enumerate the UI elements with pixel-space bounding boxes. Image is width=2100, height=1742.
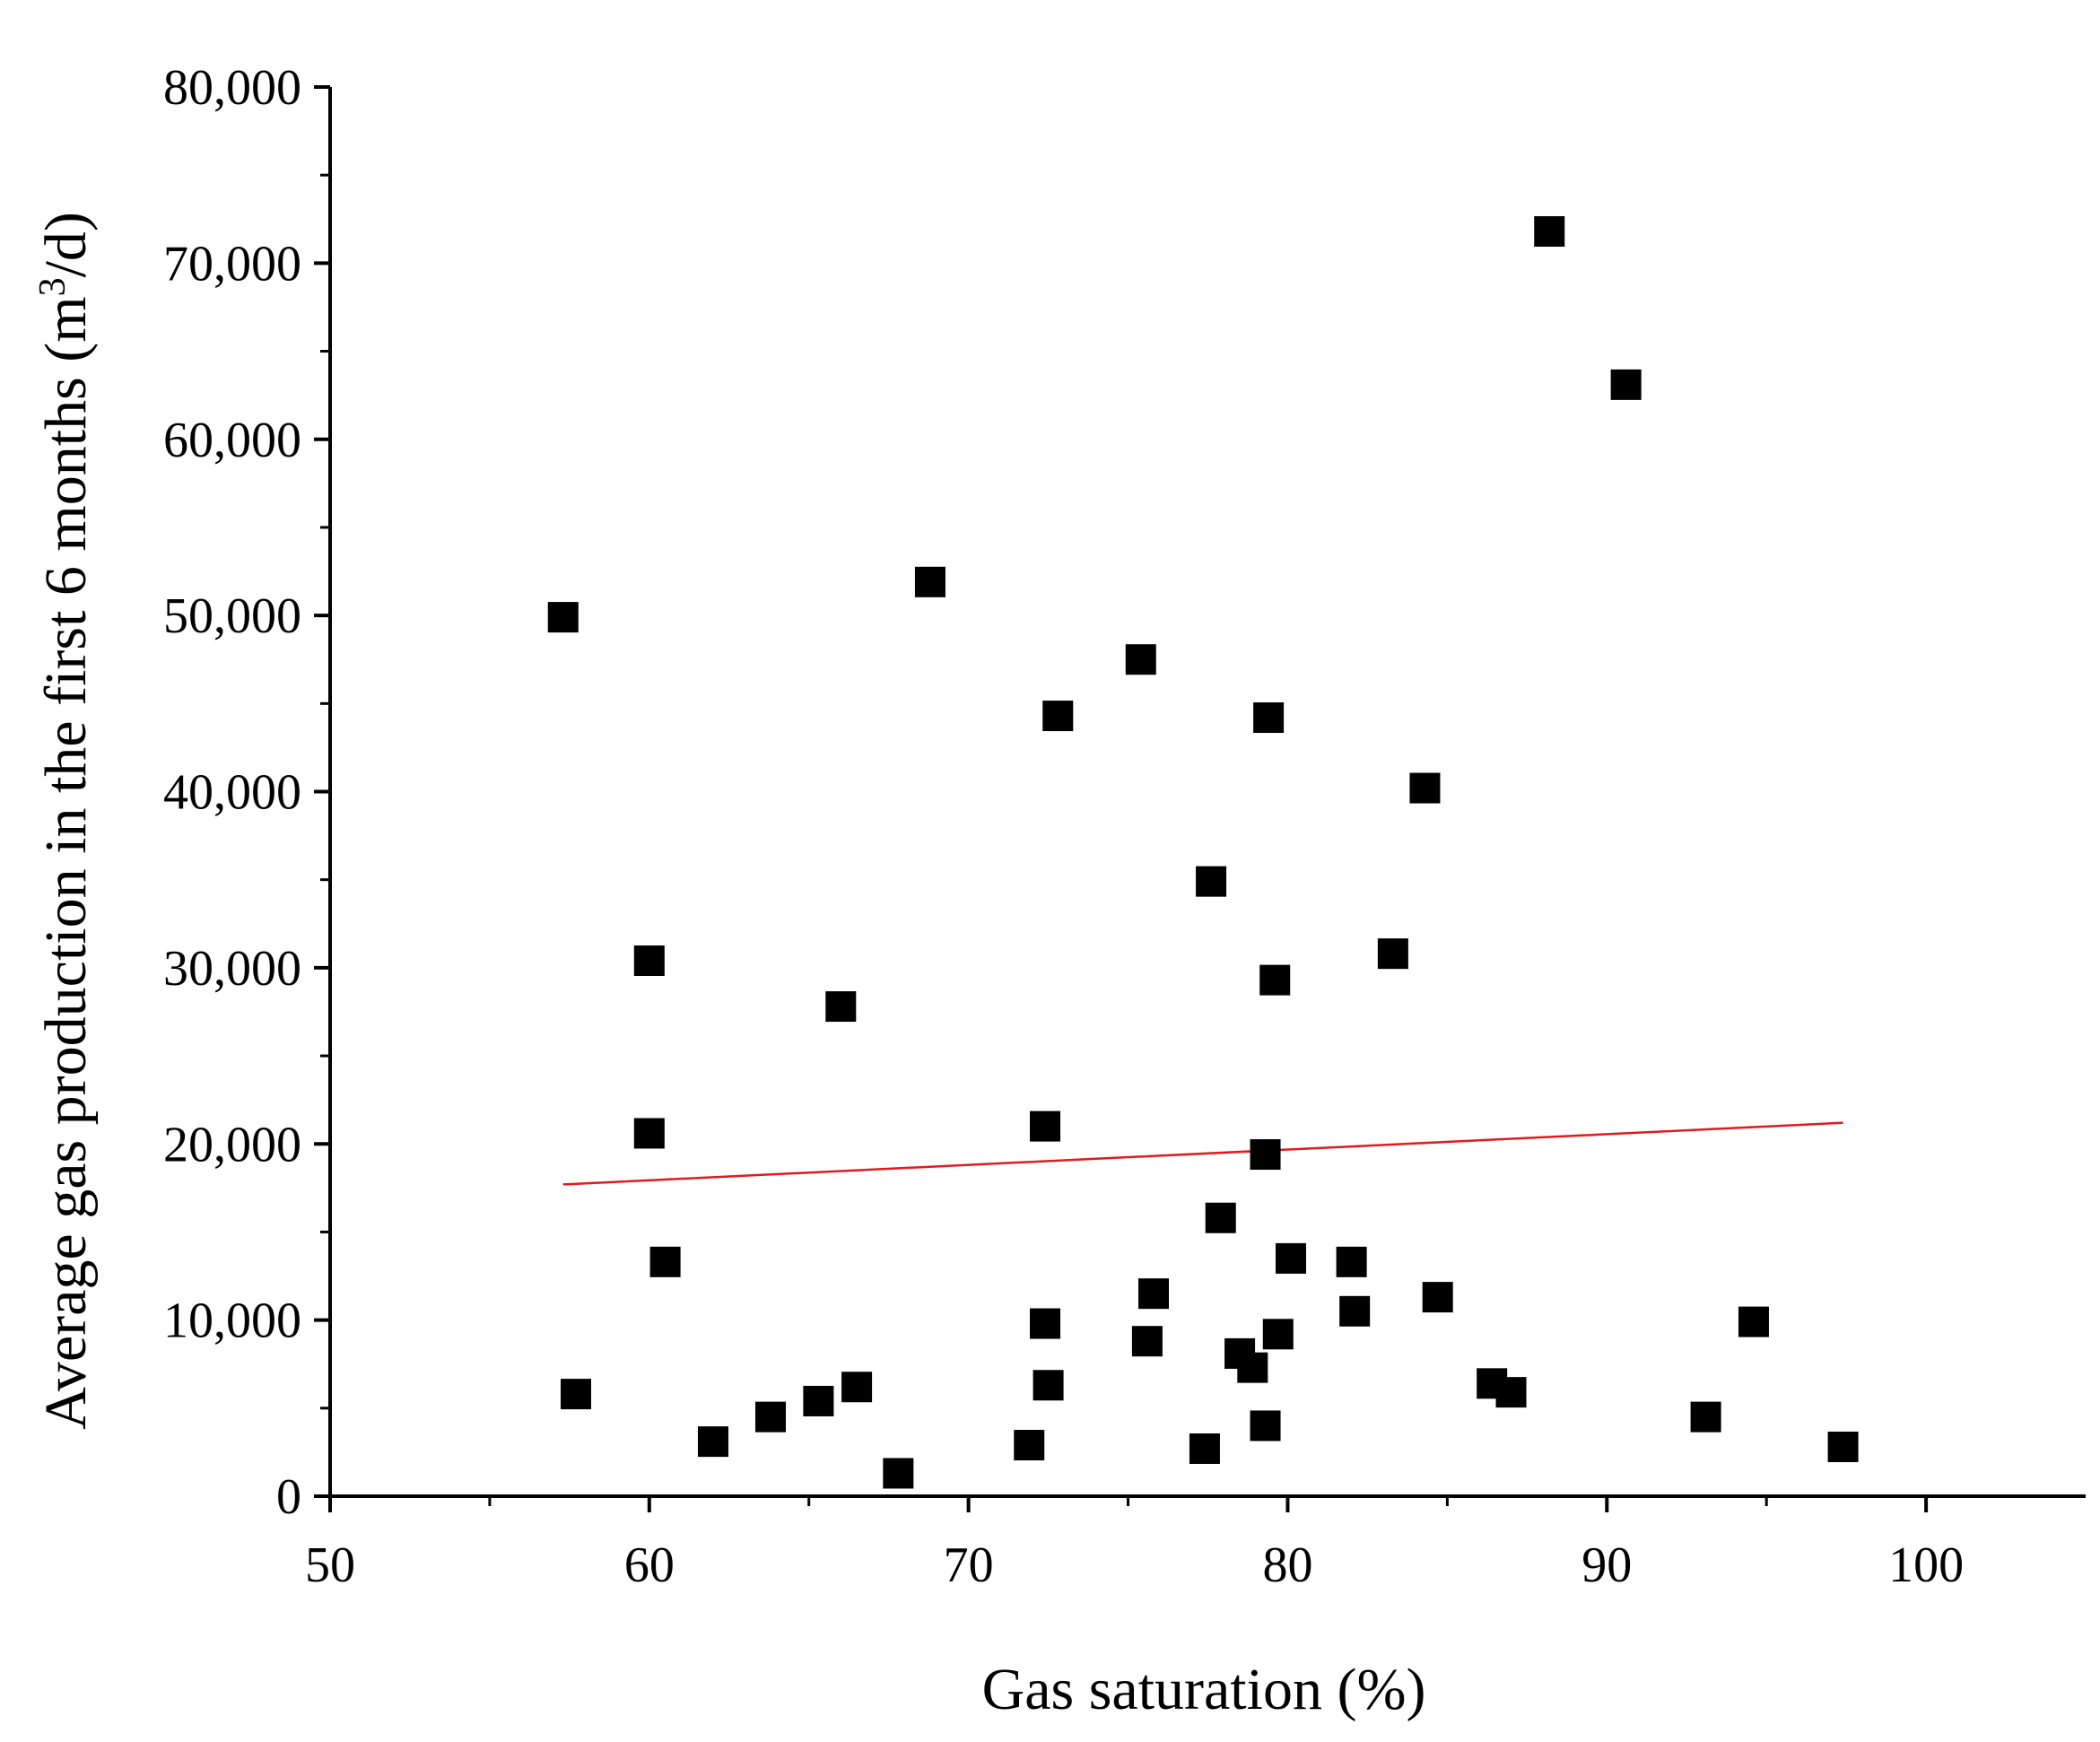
tick-marks: [314, 85, 1929, 1512]
data-point: [1259, 964, 1291, 996]
y-tick-label: 10,000: [163, 1293, 301, 1349]
data-point: [883, 1458, 914, 1489]
y-tick-label: 20,000: [163, 1117, 301, 1172]
data-point: [1014, 1430, 1045, 1461]
data-point: [633, 945, 665, 977]
x-tick-label: 90: [1582, 1537, 1632, 1593]
data-point: [1189, 1433, 1220, 1464]
data-point: [1237, 1352, 1268, 1383]
data-point: [1250, 1410, 1281, 1442]
data-point: [1125, 644, 1156, 675]
data-point: [1253, 702, 1285, 734]
data-point: [1030, 1111, 1061, 1142]
tick-labels: 50 60 70 80 90 100 0 10,000 20,000 30,000 40,000 50…: [163, 60, 1964, 1593]
data-point: [1690, 1401, 1721, 1433]
data-point: [1250, 1139, 1281, 1171]
data-point: [841, 1372, 873, 1403]
x-tick-label: 60: [624, 1537, 675, 1593]
data-point: [1738, 1306, 1769, 1337]
data-point: [1138, 1278, 1170, 1310]
data-point: [1495, 1377, 1527, 1408]
data-point: [560, 1379, 591, 1410]
data-point: [1409, 772, 1441, 804]
data-point: [1339, 1295, 1371, 1327]
y-tick-label: 50,000: [163, 588, 301, 644]
x-tick-label: 50: [305, 1537, 355, 1593]
data-point: [825, 991, 857, 1023]
data-point: [1827, 1432, 1859, 1463]
y-tick-label: 30,000: [163, 941, 301, 997]
data-point: [1042, 701, 1074, 732]
data-point: [1205, 1202, 1236, 1233]
y-axis-title-tail: /d): [33, 212, 99, 277]
data-point: [697, 1426, 728, 1458]
y-axis-title: Average gas production in the first 6 mo…: [32, 212, 99, 1430]
data-point: [1534, 216, 1565, 248]
data-point: [1196, 866, 1227, 897]
data-point: [914, 566, 945, 597]
y-tick-label: 70,000: [163, 236, 301, 292]
x-tick-label: 80: [1262, 1537, 1312, 1593]
data-point: [755, 1401, 787, 1433]
y-tick-label: 60,000: [163, 413, 301, 468]
data-point: [1262, 1319, 1294, 1350]
data-point: [633, 1118, 665, 1149]
y-tick-label: 0: [276, 1469, 301, 1525]
data-point: [1131, 1326, 1163, 1357]
data-point: [803, 1385, 834, 1416]
x-tick-label: 100: [1888, 1537, 1964, 1593]
data-point: [649, 1246, 681, 1277]
x-axis-title: Gas saturation (%): [982, 1657, 1426, 1722]
data-point: [1033, 1370, 1064, 1401]
y-tick-label: 40,000: [163, 765, 301, 821]
data-point: [1276, 1242, 1307, 1274]
x-tick-label: 70: [944, 1537, 994, 1593]
data-point: [1422, 1282, 1453, 1313]
trendline-group: [562, 1121, 1843, 1186]
data-point: [1377, 938, 1408, 970]
data-point: [1610, 369, 1642, 400]
data-points: [547, 216, 1859, 1489]
linear-fit-line: [562, 1121, 1843, 1186]
y-axis-title-main: Average gas production in the first 6 mo…: [33, 296, 99, 1430]
data-point: [547, 602, 579, 633]
data-point: [1030, 1308, 1061, 1339]
y-tick-label: 80,000: [163, 60, 301, 116]
y-axis-title-superscript: 3: [32, 277, 74, 296]
data-point: [1336, 1246, 1367, 1277]
